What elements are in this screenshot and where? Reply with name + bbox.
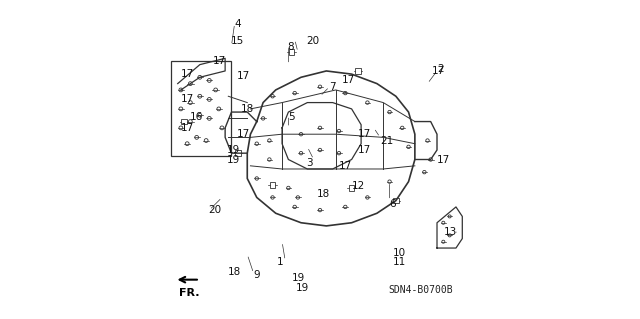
- Text: 17: 17: [437, 154, 451, 165]
- Text: 6: 6: [390, 199, 396, 209]
- Text: 17: 17: [181, 123, 194, 133]
- Text: 17: 17: [181, 94, 194, 104]
- Text: 12: 12: [351, 182, 365, 191]
- Text: 15: 15: [231, 36, 244, 46]
- Text: 17: 17: [237, 71, 250, 81]
- Text: 2: 2: [437, 64, 444, 74]
- Text: 18: 18: [241, 104, 254, 114]
- Text: SDN4-B0700B: SDN4-B0700B: [388, 286, 453, 295]
- Text: 20: 20: [306, 36, 319, 46]
- Text: 19: 19: [296, 283, 310, 293]
- Bar: [235, 150, 241, 156]
- Text: 20: 20: [209, 205, 222, 215]
- Bar: [269, 182, 275, 188]
- Text: 7: 7: [330, 82, 336, 92]
- Bar: [355, 68, 361, 74]
- Bar: [289, 49, 294, 55]
- Text: 19: 19: [292, 273, 305, 283]
- Text: 17: 17: [237, 129, 250, 139]
- Text: 17: 17: [358, 145, 371, 155]
- Text: 19: 19: [227, 145, 240, 155]
- Text: 4: 4: [235, 19, 241, 28]
- Text: 10: 10: [393, 248, 406, 258]
- Text: 1: 1: [277, 257, 284, 267]
- Text: 17: 17: [342, 76, 355, 85]
- Text: 3: 3: [306, 158, 312, 168]
- Text: 17: 17: [213, 56, 227, 66]
- Bar: [349, 185, 355, 191]
- Bar: [181, 119, 187, 124]
- Text: 19: 19: [227, 154, 240, 165]
- Bar: [393, 198, 399, 204]
- Text: 5: 5: [289, 112, 295, 122]
- Text: 17: 17: [358, 129, 371, 139]
- Text: 13: 13: [444, 227, 456, 237]
- Text: 21: 21: [380, 136, 394, 145]
- Text: 11: 11: [393, 257, 406, 267]
- Text: FR.: FR.: [179, 287, 199, 298]
- Text: 18: 18: [317, 189, 330, 199]
- Text: 17: 17: [339, 161, 352, 171]
- Text: 18: 18: [228, 267, 241, 277]
- Text: 17: 17: [432, 66, 445, 76]
- Text: 9: 9: [253, 270, 260, 280]
- Text: 8: 8: [287, 42, 293, 52]
- Text: 17: 17: [181, 69, 194, 79]
- Text: 16: 16: [189, 112, 203, 122]
